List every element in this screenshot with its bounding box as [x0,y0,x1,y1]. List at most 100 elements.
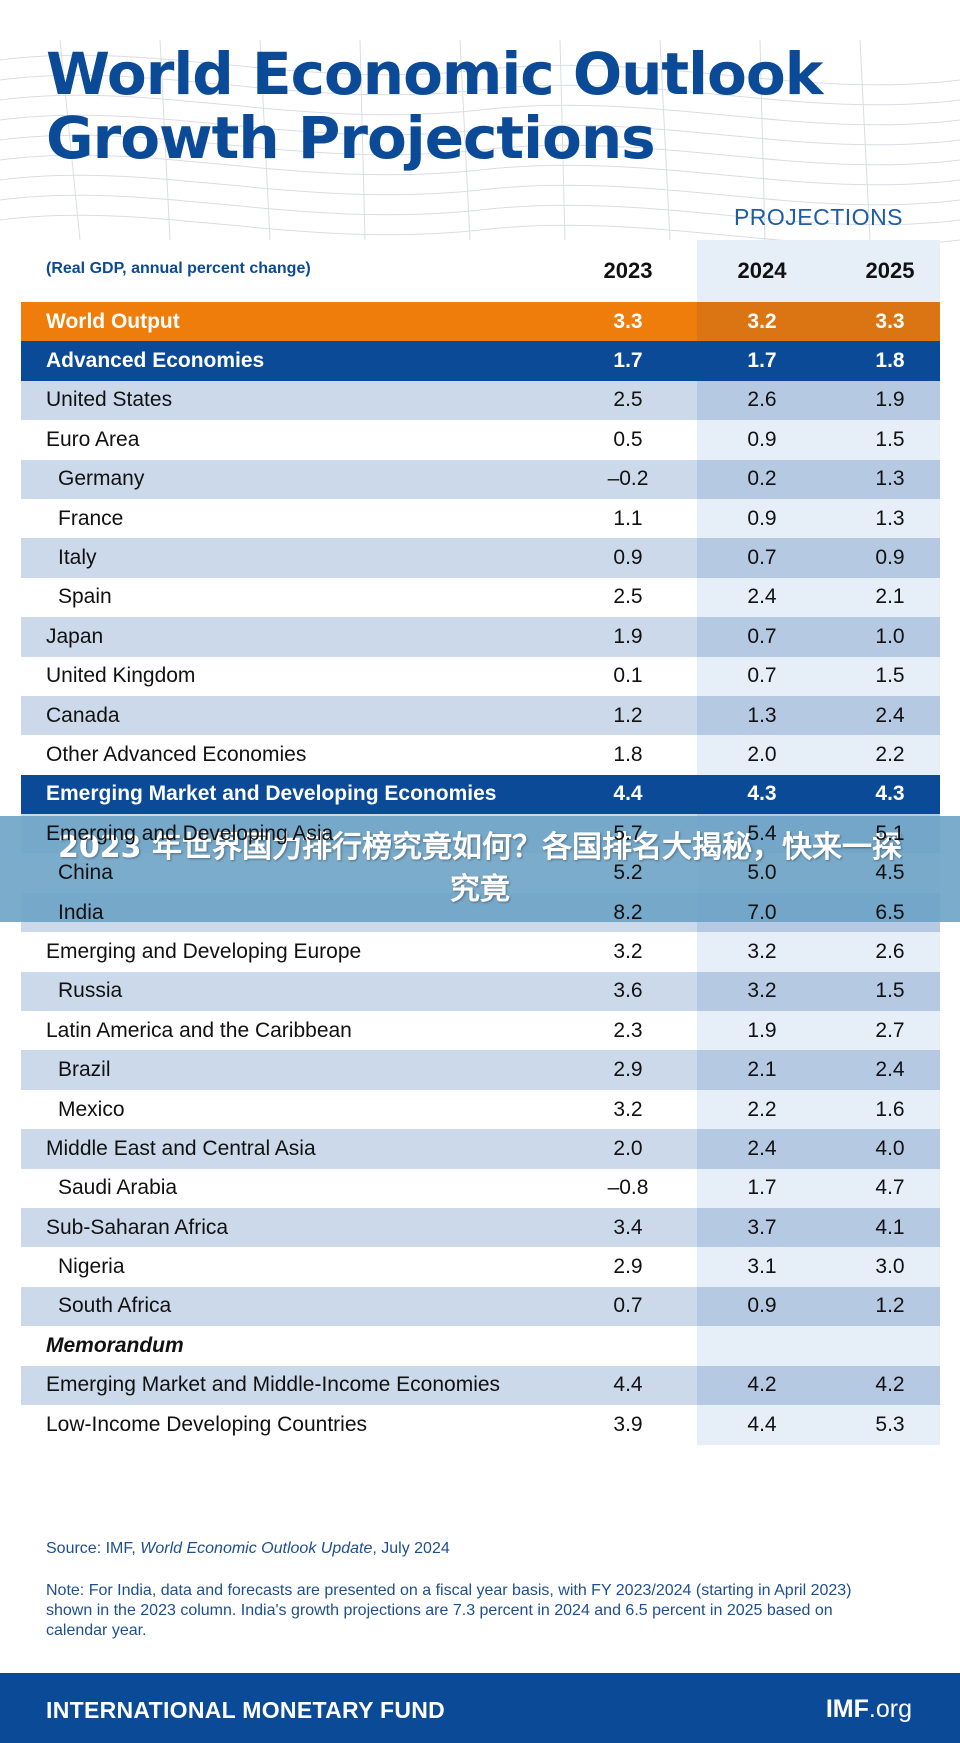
table-row: South Africa 0.7 0.9 1.2 [21,1286,940,1327]
value-2025: 1.0 [875,624,905,648]
projection-cell-bg [697,1168,940,1208]
footer-organization: INTERNATIONAL MONETARY FUND [46,1697,446,1723]
table-row: Germany –0.2 0.2 1.3 [21,459,940,499]
value-2023: 2.3 [613,1018,643,1042]
table-row: Russia 3.6 3.2 1.5 [21,971,940,1012]
row-label: Low-Income Developing Countries [46,1412,367,1436]
value-2025: 5.3 [875,1412,905,1436]
value-2025: 4.3 [875,782,905,806]
row-label: Canada [46,703,120,727]
value-2025: 1.5 [875,427,905,451]
row-label: China [58,861,113,885]
row-label: Japan [46,624,104,648]
value-2025: 4.1 [875,1215,905,1239]
table-row: Low-Income Developing Countries 3.9 4.4 5.3 [21,1404,940,1445]
row-label: Middle East and Central Asia [46,1136,316,1160]
table-row: Sub-Saharan Africa 3.4 3.7 4.1 [21,1207,940,1248]
value-2023: 3.2 [613,1097,643,1121]
projection-cell-bg [697,971,940,1012]
value-2024: 4.4 [747,1412,777,1436]
table-row: Middle East and Central Asia 2.0 2.4 4.0 [21,1129,940,1169]
value-2023: 3.2 [613,939,643,963]
projection-cell-bg [697,617,940,657]
row-label: Emerging Market and Middle-Income Econom… [46,1373,501,1397]
value-2025: 6.5 [875,900,905,924]
projection-cell-bg [697,1326,940,1366]
row-label: Euro Area [46,427,140,451]
row-label: Memorandum [46,1333,184,1357]
value-2024: 0.9 [747,427,777,451]
projection-cell-bg [697,1365,940,1405]
value-2024: 2.1 [747,1058,777,1082]
projection-cell-bg [697,1247,940,1287]
table-row: Latin America and the Caribbean 2.3 1.9 2.7 [21,1011,940,1051]
row-label: Brazil [58,1058,111,1082]
value-2023: 3.4 [613,1215,643,1239]
overlay-banner: 2023 年世界国力排行榜究竟如何？各国排名大揭秘，快来一探究竟 [0,816,960,922]
value-2024: 0.2 [747,467,777,491]
value-2024: 5.0 [747,861,777,885]
value-2023: 0.1 [613,664,643,688]
value-2023: 4.4 [613,1373,643,1397]
projection-cell-bg [697,577,940,618]
value-2024: 2.4 [747,585,777,609]
value-2024: 4.2 [747,1373,777,1397]
value-2023: 5.2 [613,861,643,885]
value-2025: 1.9 [875,388,905,412]
table-row: France 1.1 0.9 1.3 [21,498,940,539]
value-2025: 1.3 [875,506,905,530]
value-2025: 3.0 [875,1255,905,1279]
value-2025: 0.9 [875,546,905,570]
units-label: (Real GDP, annual percent change) [46,260,311,277]
projection-cell-bg [697,735,940,775]
projection-cell-bg [697,1129,940,1169]
year-header-2025: 2025 [865,258,915,283]
row-label: Emerging and Developing Asia [46,821,334,845]
row-label: United States [46,388,173,412]
row-label: United Kingdom [46,664,196,688]
table-row: Euro Area 0.5 0.9 1.5 [21,420,940,460]
row-label: Saudi Arabia [58,1176,178,1200]
value-2023: 5.7 [613,821,643,845]
table-row: Canada 1.2 1.3 2.4 [21,695,940,736]
value-2023: 2.5 [613,388,643,412]
row-label: Emerging and Developing Europe [46,939,362,963]
value-2023: 0.7 [613,1294,643,1318]
value-2025: 4.7 [875,1176,905,1200]
footer-url[interactable]: IMF.org [826,1695,912,1724]
value-2023: 3.6 [613,979,643,1003]
value-2025: 1.5 [875,979,905,1003]
gdp-projections-table: World Output 3.3 3.2 3.3 Advanced Economies 1… [21,302,940,1445]
row-label: Italy [58,546,97,570]
table-row: Emerging and Developing Europe 3.2 3.2 2.6 [21,932,940,972]
value-2024: 0.7 [747,664,777,688]
value-2025: 2.4 [875,703,905,727]
value-2025: 2.1 [875,585,905,609]
footer-url-rest: .org [868,1695,912,1723]
value-2023: –0.8 [607,1176,649,1200]
row-label: Sub-Saharan Africa [46,1215,229,1239]
value-2023: 1.9 [613,624,643,648]
source-title: World Economic Outlook Update [140,1540,373,1557]
table-row: Brazil 2.9 2.1 2.4 [21,1050,940,1090]
row-label: Russia [58,979,123,1003]
value-2024: 0.7 [747,546,777,570]
value-2025: 2.2 [875,742,905,766]
source-suffix: , July 2024 [372,1540,450,1557]
projection-cell-bg [697,1404,940,1445]
value-2024: 0.9 [747,1294,777,1318]
projection-cell-bg [697,538,940,578]
projection-cell-bg [697,656,940,696]
projection-cell-bg [697,302,940,342]
row-label: India [58,900,104,924]
value-2025: 4.2 [875,1373,905,1397]
projection-cell-bg [697,1050,940,1090]
value-2024: 3.2 [747,979,777,1003]
value-2024: 3.7 [747,1215,777,1239]
value-2025: 3.3 [875,309,905,333]
value-2024: 1.7 [747,1176,777,1200]
row-label: Mexico [58,1097,125,1121]
title-line-1: World Economic Outlook [46,40,823,108]
source-line: Source: IMF, World Economic Outlook Upda… [46,1540,450,1558]
value-2025: 4.5 [875,861,905,885]
